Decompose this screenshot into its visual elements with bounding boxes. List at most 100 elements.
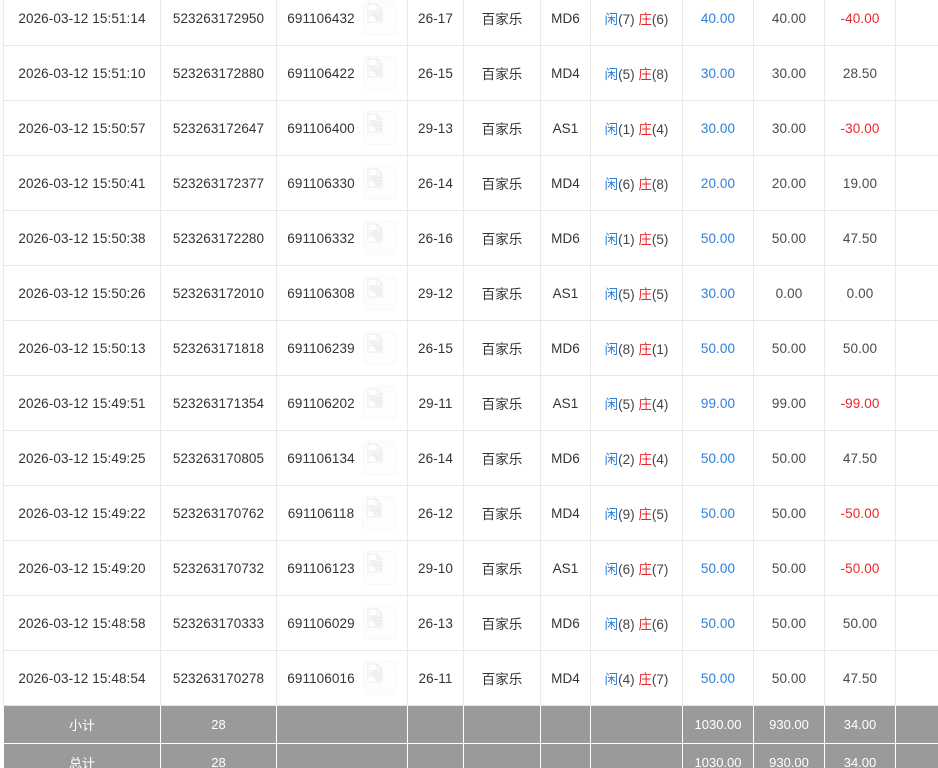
cell-round: 691106330 <box>276 155 408 211</box>
cell-spacer <box>895 650 938 706</box>
summary-valid-amount: 930.00 <box>753 743 825 768</box>
cell-table-no: 26-16 <box>407 210 464 266</box>
summary-count: 28 <box>160 705 277 744</box>
cell-game-name: 百家乐 <box>463 595 541 651</box>
bet-banker-value: (4) <box>651 452 669 467</box>
cell-spacer <box>895 485 938 541</box>
video-placeholder-icon[interactable] <box>362 441 397 475</box>
cell-hall-code: MD4 <box>540 650 591 706</box>
cell-round: 691106134 <box>276 430 408 486</box>
cell-win-loss: 50.00 <box>824 320 896 376</box>
table-row[interactable]: 2026-03-12 15:50:38 523263172280 691106332… <box>3 210 938 266</box>
cell-hall-code: MD4 <box>540 45 591 101</box>
cell-spacer <box>895 45 938 101</box>
cell-bet-amount: 50.00 <box>682 595 754 651</box>
cell-valid-amount: 30.00 <box>753 100 825 156</box>
table-row[interactable]: 2026-03-12 15:50:41 523263172377 691106330… <box>3 155 938 211</box>
bet-player-label: 闲 <box>604 232 619 248</box>
video-placeholder-icon[interactable] <box>362 276 397 310</box>
summary-blank-hall <box>540 705 591 744</box>
video-placeholder-icon[interactable] <box>362 111 397 145</box>
table-row[interactable]: 2026-03-12 15:48:58 523263170333 691106029… <box>3 595 938 651</box>
table-row[interactable]: 2026-03-12 15:51:10 523263172880 691106422… <box>3 45 938 101</box>
cell-game-name: 百家乐 <box>463 45 541 101</box>
bet-banker-value: (8) <box>651 67 669 82</box>
cell-win-loss: 0.00 <box>824 265 896 321</box>
video-placeholder-icon[interactable] <box>362 221 397 255</box>
cell-order-id: 523263172377 <box>160 155 277 211</box>
cell-spacer <box>895 100 938 156</box>
bet-records-table: 2026-03-12 15:51:14 523263172950 691106432… <box>3 0 938 768</box>
cell-time: 2026-03-12 15:48:54 <box>3 650 161 706</box>
cell-valid-amount: 50.00 <box>753 650 825 706</box>
bet-player-value: (5) <box>618 67 635 82</box>
cell-hall-code: AS1 <box>540 540 591 596</box>
video-placeholder-icon[interactable] <box>362 56 397 90</box>
cell-bet: 闲(6) 庄(8) <box>590 155 683 211</box>
table-row[interactable]: 2026-03-12 15:51:14 523263172950 691106432… <box>3 0 938 46</box>
video-placeholder-icon[interactable] <box>362 331 397 365</box>
cell-spacer <box>895 155 938 211</box>
table-row[interactable]: 2026-03-12 15:49:22 523263170762 691106118… <box>3 485 938 541</box>
cell-bet: 闲(1) 庄(4) <box>590 100 683 156</box>
cell-round: 691106202 <box>276 375 408 431</box>
cell-bet: 闲(5) 庄(4) <box>590 375 683 431</box>
table-row[interactable]: 2026-03-12 15:50:26 523263172010 691106308… <box>3 265 938 321</box>
cell-game-name: 百家乐 <box>463 155 541 211</box>
cell-hall-code: MD4 <box>540 155 591 211</box>
bet-banker-label: 庄 <box>638 232 652 248</box>
video-placeholder-icon[interactable] <box>362 1 397 35</box>
cell-valid-amount: 50.00 <box>753 320 825 376</box>
video-placeholder-icon[interactable] <box>362 606 397 640</box>
video-placeholder-icon[interactable] <box>362 166 397 200</box>
bet-banker-value: (5) <box>651 507 669 522</box>
cell-bet-amount: 30.00 <box>682 45 754 101</box>
table-row[interactable]: 2026-03-12 15:50:13 523263171818 691106239… <box>3 320 938 376</box>
cell-round: 691106123 <box>276 540 408 596</box>
cell-time: 2026-03-12 15:48:58 <box>3 595 161 651</box>
round-number: 691106332 <box>287 230 355 246</box>
summary-bet-amount: 1030.00 <box>682 705 754 744</box>
summary-valid-amount: 930.00 <box>753 705 825 744</box>
cell-spacer <box>895 320 938 376</box>
table-row[interactable]: 2026-03-12 15:48:54 523263170278 691106016… <box>3 650 938 706</box>
round-number: 691106308 <box>287 285 355 301</box>
summary-row: 小计 28 1030.00 930.00 34.00 <box>3 705 938 744</box>
table-row[interactable]: 2026-03-12 15:50:57 523263172647 691106400… <box>3 100 938 156</box>
video-placeholder-icon[interactable] <box>362 551 397 585</box>
bet-banker-value: (5) <box>651 232 669 247</box>
bet-player-label: 闲 <box>604 617 619 633</box>
bet-player-value: (9) <box>618 507 635 522</box>
cell-valid-amount: 99.00 <box>753 375 825 431</box>
video-placeholder-icon[interactable] <box>362 496 397 530</box>
cell-bet-amount: 20.00 <box>682 155 754 211</box>
bet-player-label: 闲 <box>604 12 619 28</box>
cell-time: 2026-03-12 15:49:51 <box>3 375 161 431</box>
cell-valid-amount: 40.00 <box>753 0 825 46</box>
summary-win-loss: 34.00 <box>824 743 896 768</box>
cell-spacer <box>895 595 938 651</box>
cell-game-name: 百家乐 <box>463 265 541 321</box>
bet-player-value: (8) <box>618 342 635 357</box>
summary-label: 总计 <box>3 743 161 768</box>
table-row[interactable]: 2026-03-12 15:49:25 523263170805 691106134… <box>3 430 938 486</box>
summary-blank-table <box>407 743 464 768</box>
cell-order-id: 523263172647 <box>160 100 277 156</box>
cell-bet-amount: 99.00 <box>682 375 754 431</box>
round-number: 691106016 <box>287 670 355 686</box>
summary-label: 小计 <box>3 705 161 744</box>
cell-bet: 闲(6) 庄(7) <box>590 540 683 596</box>
cell-win-loss: 47.50 <box>824 210 896 266</box>
summary-win-loss: 34.00 <box>824 705 896 744</box>
table-row[interactable]: 2026-03-12 15:49:51 523263171354 691106202… <box>3 375 938 431</box>
video-placeholder-icon[interactable] <box>362 661 397 695</box>
bet-banker-label: 庄 <box>638 452 652 468</box>
bet-banker-label: 庄 <box>638 177 652 193</box>
table-row[interactable]: 2026-03-12 15:49:20 523263170732 691106123… <box>3 540 938 596</box>
bet-banker-label: 庄 <box>638 562 652 578</box>
cell-win-loss: 47.50 <box>824 650 896 706</box>
cell-bet: 闲(8) 庄(6) <box>590 595 683 651</box>
video-placeholder-icon[interactable] <box>362 386 397 420</box>
bet-player-label: 闲 <box>604 122 619 138</box>
bet-banker-value: (4) <box>651 122 669 137</box>
